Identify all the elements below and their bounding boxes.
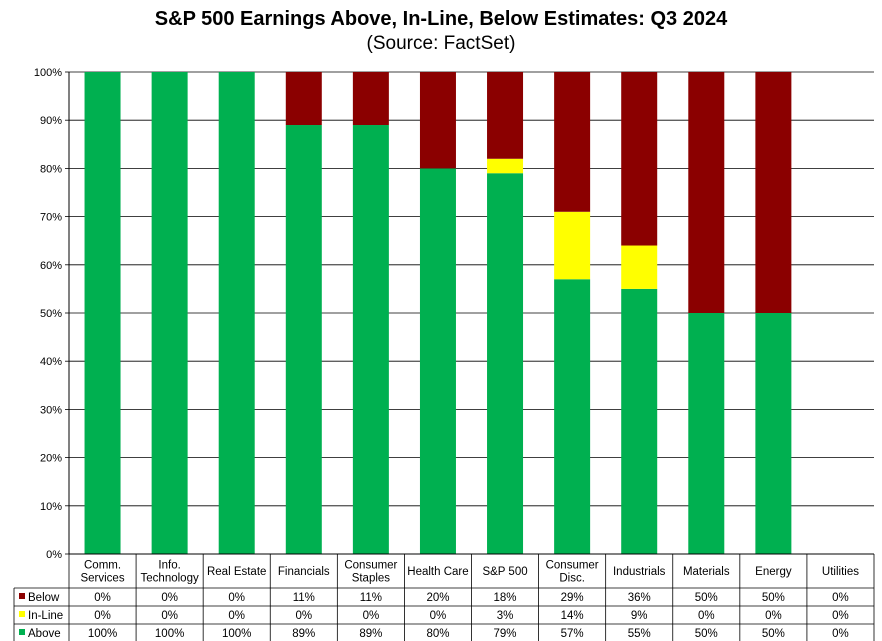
category-label: Consumer [546, 560, 599, 572]
data-label: 36% [628, 592, 651, 604]
data-label: 0% [161, 610, 178, 622]
data-label: 0% [228, 610, 245, 622]
bar-above [218, 72, 255, 554]
category-label: Disc. [559, 573, 585, 585]
data-label: 89% [292, 628, 315, 640]
bar-below [419, 72, 456, 169]
bar-below [352, 72, 389, 126]
data-label: 100% [222, 628, 251, 640]
data-label: 100% [88, 628, 117, 640]
category-label: S&P 500 [482, 566, 527, 578]
bar-above [151, 72, 188, 554]
data-label: 0% [363, 610, 380, 622]
bar-in-line [487, 158, 524, 174]
bar-above [621, 288, 658, 554]
data-label: 0% [765, 610, 782, 622]
bar-below [621, 72, 658, 246]
data-label: 0% [832, 592, 849, 604]
category-label: Real Estate [207, 566, 266, 578]
data-label: 0% [161, 592, 178, 604]
bar-below [688, 72, 725, 313]
data-label: 0% [295, 610, 312, 622]
y-tick-label: 20% [40, 453, 62, 465]
bar-above [285, 125, 322, 555]
data-label: 18% [494, 592, 517, 604]
data-label: 0% [228, 592, 245, 604]
y-tick-label: 30% [40, 404, 62, 416]
category-label: Services [80, 573, 124, 585]
chart-subtitle: (Source: FactSet) [366, 33, 516, 54]
category-label: Comm. [84, 560, 121, 572]
bar-above [487, 173, 524, 554]
legend-key-below [19, 593, 25, 599]
data-label: 3% [497, 610, 514, 622]
data-label: 89% [359, 628, 382, 640]
bar-in-line [621, 245, 658, 289]
bar-above [84, 72, 121, 554]
chart-title: S&P 500 Earnings Above, In-Line, Below E… [154, 8, 728, 30]
y-tick-label: 70% [40, 212, 62, 224]
legend-label: In-Line [28, 610, 63, 622]
data-label: 9% [631, 610, 648, 622]
y-tick-label: 100% [34, 67, 62, 79]
data-label: 50% [695, 628, 718, 640]
data-label: 0% [832, 628, 849, 640]
data-label: 14% [561, 610, 584, 622]
y-tick-label: 0% [46, 549, 62, 561]
data-label: 0% [832, 610, 849, 622]
data-label: 0% [94, 610, 111, 622]
category-label: Info. [158, 560, 180, 572]
legend-key-in-line [19, 611, 25, 617]
y-tick-label: 50% [40, 308, 62, 320]
y-tick-label: 90% [40, 115, 62, 127]
bar-above [419, 168, 456, 554]
category-label: Technology [141, 573, 199, 585]
y-tick-label: 40% [40, 356, 62, 368]
y-tick-label: 80% [40, 163, 62, 175]
data-label: 20% [426, 592, 449, 604]
legend-key-above [19, 629, 25, 635]
data-label: 50% [695, 592, 718, 604]
data-label: 0% [94, 592, 111, 604]
category-label: Materials [683, 566, 730, 578]
data-label: 50% [762, 592, 785, 604]
data-label: 55% [628, 628, 651, 640]
bar-above [755, 313, 792, 554]
data-label: 29% [561, 592, 584, 604]
bar-above [688, 313, 725, 554]
legend-label: Below [28, 592, 60, 604]
category-label: Energy [755, 566, 792, 578]
category-label: Health Care [407, 566, 468, 578]
bar-above [554, 279, 591, 554]
category-label: Staples [352, 573, 391, 585]
data-label: 0% [698, 610, 715, 622]
data-label: 79% [494, 628, 517, 640]
legend-label: Above [28, 628, 61, 640]
bar-below [285, 72, 322, 126]
bar-in-line [554, 211, 591, 280]
category-label: Consumer [344, 560, 397, 572]
bar-below [554, 72, 591, 212]
data-label: 80% [426, 628, 449, 640]
data-label: 11% [360, 592, 382, 604]
category-label: Financials [278, 566, 330, 578]
bar-below [755, 72, 792, 313]
y-tick-label: 10% [40, 501, 62, 513]
data-label: 57% [561, 628, 584, 640]
y-tick-label: 60% [40, 260, 62, 272]
data-label: 0% [430, 610, 447, 622]
bar-below [487, 72, 524, 159]
category-label: Industrials [613, 566, 666, 578]
bar-above [352, 125, 389, 555]
data-label: 100% [155, 628, 184, 640]
data-label: 50% [762, 628, 785, 640]
category-label: Utilities [822, 566, 859, 578]
data-label: 11% [293, 592, 315, 604]
